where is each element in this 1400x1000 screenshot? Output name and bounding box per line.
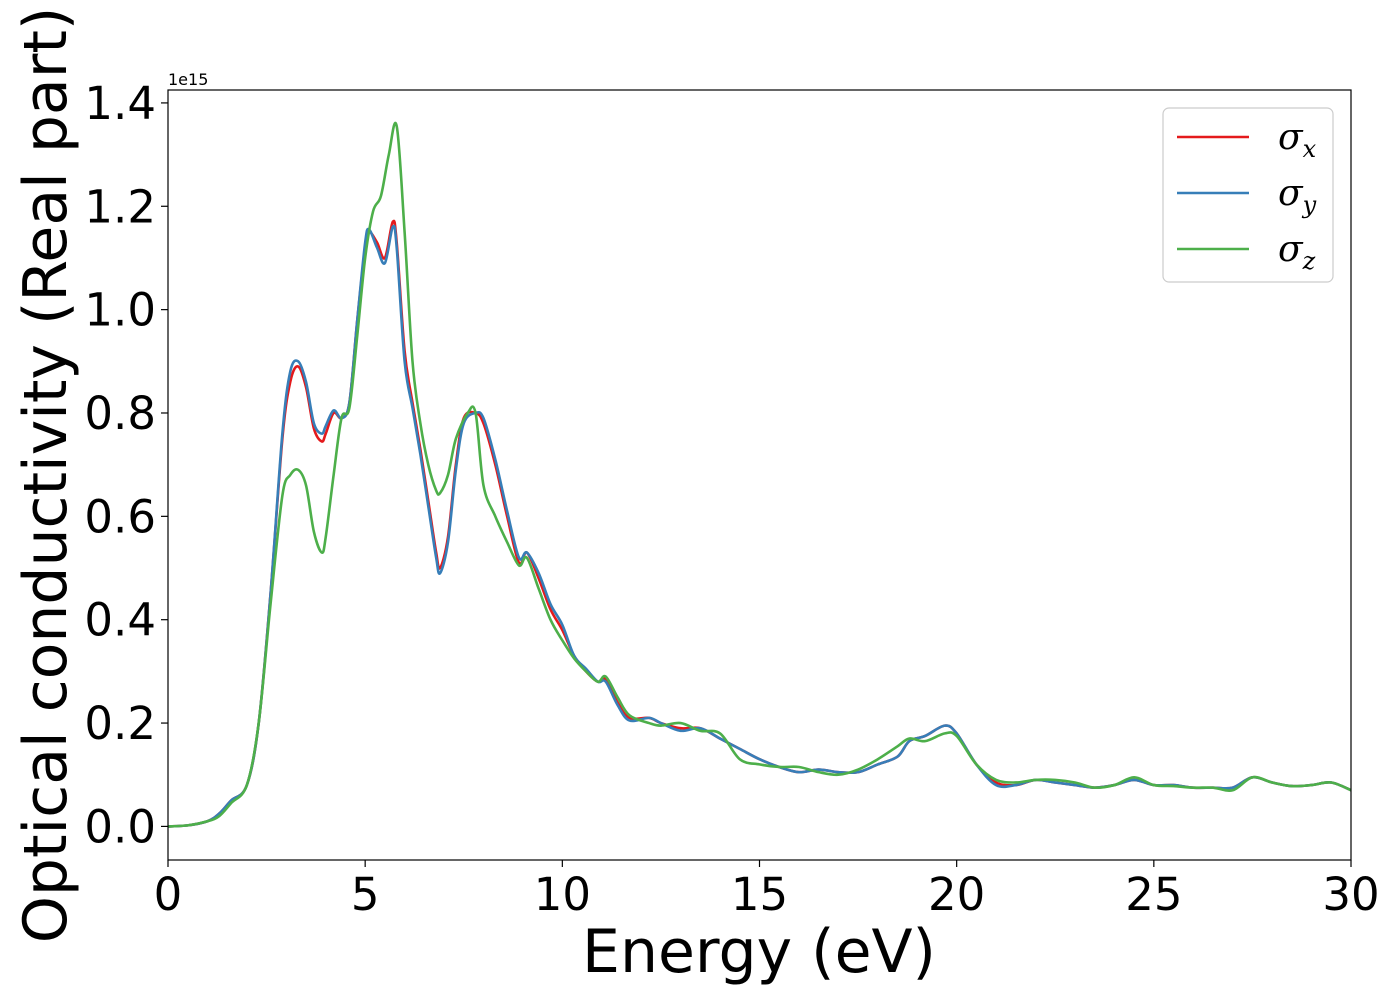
legend-box bbox=[1162, 107, 1334, 283]
y-tick-label: 1.4 bbox=[84, 77, 156, 130]
x-tick-label: 10 bbox=[534, 868, 591, 921]
y-tick-label: 1.2 bbox=[84, 180, 156, 233]
legend-subscript: x bbox=[1303, 135, 1317, 163]
legend-symbol: σ bbox=[1278, 173, 1304, 214]
y-tick-label: 0.2 bbox=[84, 697, 156, 750]
x-axis: 0 5 10 15 20 25 30 bbox=[154, 860, 1380, 921]
y-tick-label: 0.8 bbox=[84, 387, 156, 440]
y-axis: 0.0 0.2 0.4 0.6 0.8 1.0 1.2 1.4 bbox=[84, 77, 168, 853]
legend-label-x: σx bbox=[1278, 117, 1317, 163]
series-line-z bbox=[168, 121, 1351, 828]
x-tick-label: 25 bbox=[1125, 868, 1182, 921]
x-tick-label: 15 bbox=[731, 868, 788, 921]
x-tick-label: 30 bbox=[1322, 868, 1379, 921]
legend-subscript: y bbox=[1302, 191, 1317, 219]
y-tick-label: 0.6 bbox=[84, 490, 156, 543]
series-layer bbox=[168, 121, 1351, 828]
y-tick-label: 0.0 bbox=[84, 800, 156, 853]
series-line-y bbox=[168, 224, 1351, 828]
x-tick-label: 20 bbox=[928, 868, 985, 921]
y-axis-label: Optical conductivity (Real part) bbox=[11, 7, 81, 944]
legend-label-z: σz bbox=[1278, 229, 1316, 275]
legend-label-y: σy bbox=[1278, 173, 1317, 219]
y-tick-label: 1.0 bbox=[84, 284, 156, 337]
legend-symbol: σ bbox=[1278, 229, 1304, 270]
x-tick-label: 0 bbox=[154, 868, 183, 921]
legend-subscript: z bbox=[1302, 247, 1316, 275]
legend-symbol: σ bbox=[1278, 117, 1304, 158]
x-tick-label: 5 bbox=[351, 868, 380, 921]
y-tick-label: 0.4 bbox=[84, 594, 156, 647]
x-axis-label: Energy (eV) bbox=[582, 917, 936, 987]
y-offset-label: 1e15 bbox=[168, 70, 208, 89]
